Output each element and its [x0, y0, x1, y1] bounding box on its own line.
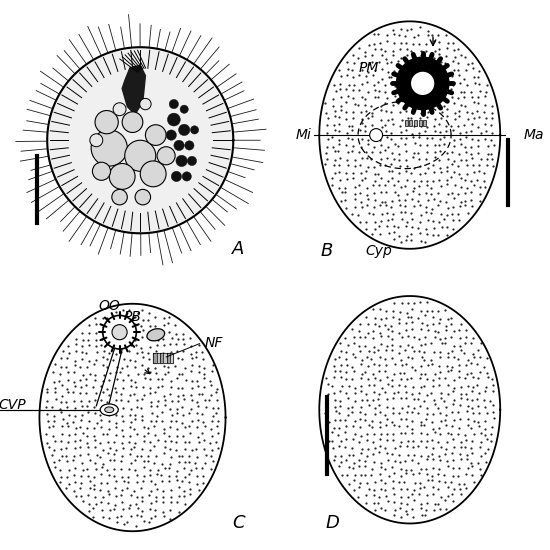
Polygon shape: [320, 296, 500, 524]
Text: CVP: CVP: [0, 398, 26, 411]
Circle shape: [109, 163, 135, 189]
Polygon shape: [419, 119, 422, 126]
Polygon shape: [40, 304, 225, 531]
Circle shape: [135, 189, 151, 205]
Text: PM: PM: [359, 61, 379, 75]
Text: Ma: Ma: [524, 128, 544, 142]
Circle shape: [179, 124, 190, 136]
Circle shape: [174, 140, 184, 151]
Circle shape: [112, 189, 127, 205]
Text: NF: NF: [205, 336, 223, 350]
Text: Mi: Mi: [296, 128, 312, 142]
Circle shape: [140, 98, 151, 110]
Text: Cyp: Cyp: [365, 244, 392, 258]
Ellipse shape: [147, 329, 164, 341]
Ellipse shape: [100, 404, 118, 416]
Text: D: D: [325, 514, 339, 532]
Circle shape: [125, 140, 156, 171]
Circle shape: [370, 129, 383, 141]
Polygon shape: [47, 47, 233, 233]
Circle shape: [140, 161, 166, 187]
Circle shape: [122, 112, 143, 133]
Circle shape: [169, 100, 179, 109]
Circle shape: [188, 156, 196, 166]
Polygon shape: [153, 353, 157, 362]
Polygon shape: [163, 353, 167, 362]
Polygon shape: [122, 65, 145, 114]
Circle shape: [171, 171, 182, 182]
Polygon shape: [409, 119, 412, 126]
Polygon shape: [320, 21, 500, 249]
Circle shape: [180, 105, 188, 113]
Polygon shape: [160, 353, 163, 362]
Circle shape: [145, 125, 166, 145]
Circle shape: [92, 162, 111, 180]
Circle shape: [113, 103, 126, 115]
Polygon shape: [423, 119, 426, 126]
Polygon shape: [157, 353, 160, 362]
Polygon shape: [405, 119, 408, 126]
Circle shape: [166, 130, 177, 140]
Circle shape: [112, 324, 127, 340]
Polygon shape: [167, 353, 170, 362]
Circle shape: [103, 315, 136, 349]
Text: PB: PB: [124, 310, 141, 324]
Circle shape: [397, 58, 449, 109]
Circle shape: [176, 155, 188, 167]
Circle shape: [190, 126, 199, 134]
Circle shape: [167, 113, 180, 126]
Ellipse shape: [104, 407, 114, 412]
Circle shape: [157, 147, 175, 165]
Text: C: C: [232, 514, 245, 532]
Circle shape: [95, 111, 118, 134]
Polygon shape: [170, 353, 173, 362]
Text: B: B: [321, 243, 333, 260]
Circle shape: [91, 130, 128, 166]
Circle shape: [185, 141, 194, 150]
Circle shape: [182, 172, 191, 181]
Circle shape: [411, 72, 435, 95]
Polygon shape: [414, 119, 417, 126]
Circle shape: [90, 134, 103, 147]
Text: OO: OO: [98, 299, 120, 314]
Text: A: A: [232, 240, 245, 258]
